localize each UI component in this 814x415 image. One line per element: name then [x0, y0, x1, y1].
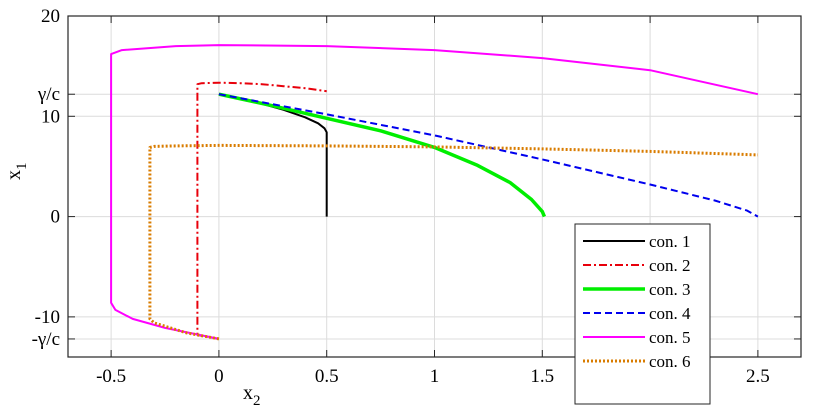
y-tick-label: γ/c: [37, 84, 60, 105]
legend: con. 1 con. 2 con. 3 con. 4 con. 5 con. 6: [574, 223, 711, 405]
y-tick-label: -10: [35, 307, 60, 328]
axis-labels: x2 x1: [3, 163, 261, 410]
x-axis-label: x2: [243, 382, 261, 409]
series-layer: [110, 44, 759, 341]
legend-label-con-4: con. 4: [649, 304, 691, 323]
y-tick-label: 20: [41, 6, 60, 27]
x-tick-label: 0: [214, 366, 224, 387]
x-tick-label: 0.5: [315, 366, 339, 387]
series-line-con-5: [110, 44, 759, 340]
x-tick-label: 1: [430, 366, 440, 387]
legend-label-con-2: con. 2: [649, 256, 691, 275]
series-line-con-2: [196, 81, 327, 340]
x-tick-label: 1.5: [530, 366, 554, 387]
legend-label-con-5: con. 5: [649, 328, 691, 347]
series-line-con-6: [148, 143, 758, 341]
y-tick-label: 0: [51, 207, 61, 228]
x-tick-label: 2.5: [746, 366, 770, 387]
legend-label-con-3: con. 3: [649, 280, 691, 299]
series-line-con-4: [218, 93, 759, 218]
series-line-con-1: [218, 93, 328, 217]
series-line-con-3: [218, 92, 547, 218]
y-tick-label: 10: [41, 106, 60, 127]
y-tick-label: -γ/c: [32, 329, 60, 350]
y-axis-label: x1: [3, 163, 30, 181]
legend-label-con-6: con. 6: [649, 352, 691, 371]
legend-label-con-1: con. 1: [649, 232, 691, 251]
x-tick-label: -0.5: [96, 366, 126, 387]
